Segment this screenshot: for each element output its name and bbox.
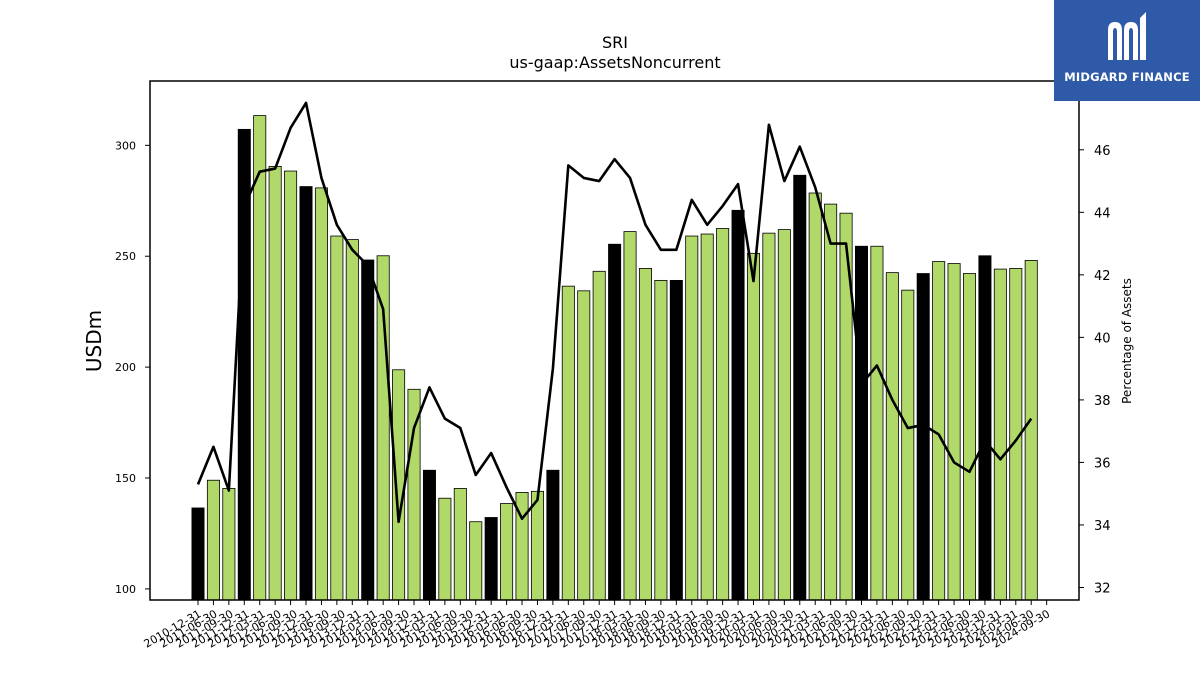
bar-2021-09-30 [854,245,868,601]
bar-2015-06-30 [469,521,483,601]
bar-2015-09-30 [484,517,498,601]
chart-subtitle: us-gaap:AssetsNoncurrent [509,53,720,72]
bar-2019-06-30 [716,228,730,601]
bar-2023-03-31 [947,263,961,601]
bar-2020-09-30 [793,174,807,601]
bar-2023-12-31 [993,268,1007,601]
bar-2017-12-31 [623,231,637,601]
bar-2014-09-30 [422,469,436,601]
bars-layer [191,115,1038,601]
bar-2019-12-31 [746,252,760,601]
bar-2011-06-30 [222,488,236,601]
bar-2011-09-30 [237,128,251,601]
brand-logo: MIDGARD FINANCE [1054,0,1200,101]
bar-2012-06-30 [284,170,298,601]
y-right-tick-label-42: 42 [1094,269,1111,284]
bar-2017-03-31 [577,290,591,601]
y-right-tick-label-44: 44 [1094,206,1111,221]
bar-2018-03-31 [638,268,652,601]
y-tick-label-100: 100 [115,583,136,596]
line-layer [196,101,1033,524]
y-tick-label-150: 150 [115,472,136,485]
y-axis-right: 32 34 36 38 40 42 44 46 [1079,144,1111,596]
bar-2020-06-30 [777,229,791,601]
y-right-tick-label-32: 32 [1094,581,1111,596]
y-right-tick-label-36: 36 [1094,456,1111,471]
percentage-line [196,101,1033,524]
bar-2021-12-31 [870,245,884,601]
bar-2022-06-30 [901,289,915,601]
bar-2016-12-31 [561,285,575,601]
bar-2016-09-30 [546,469,560,601]
y-tick-label-250: 250 [115,250,136,263]
bar-2012-12-31 [314,187,328,601]
bar-2019-03-31 [700,233,714,601]
y-tick-label-200: 200 [115,361,136,374]
bar-2013-06-30 [345,239,359,601]
bar-2011-12-31 [253,115,267,601]
y-axis-label: USDm [82,310,106,372]
bar-2014-06-30 [407,388,421,601]
bar-2020-12-31 [808,192,822,601]
y-tick-label-300: 300 [115,139,136,152]
y-right-tick-label-34: 34 [1094,519,1111,534]
bar-2022-09-30 [916,273,930,601]
bar-2015-12-31 [500,503,514,601]
bar-2013-09-30 [361,259,375,601]
bar-2019-09-30 [731,209,745,601]
bar-2011-03-31 [206,479,220,601]
y-right-tick-label-46: 46 [1094,144,1111,159]
logo-mark-icon [1108,12,1146,60]
bar-2018-12-31 [685,235,699,601]
bar-2023-06-30 [963,273,977,601]
bar-2024-06-30 [1024,260,1038,601]
bar-2021-03-31 [824,203,838,601]
bar-2018-09-30 [669,279,683,601]
bar-2010-12-31 [191,507,205,601]
bar-2018-06-30 [654,279,668,601]
bar-2012-03-31 [268,165,282,601]
y-right-tick-label-38: 38 [1094,394,1111,409]
bar-2014-12-31 [438,497,452,601]
bar-2013-03-31 [330,235,344,601]
y-axis-left: 100 150 200 250 300 [115,139,150,596]
bar-2022-03-31 [885,272,899,601]
bar-2014-03-31 [392,369,406,601]
bar-2012-09-30 [299,186,313,601]
bar-2017-06-30 [592,270,606,601]
bar-2017-09-30 [608,243,622,601]
x-axis: 2010-12-312011-06-302011-09-302011-12-31… [142,600,1052,651]
y-right-tick-label-40: 40 [1094,331,1111,346]
y-axis-label-right: Percentage of Assets [1120,278,1134,404]
logo-text: MIDGARD FINANCE [1064,70,1190,84]
bar-2015-03-31 [453,488,467,601]
bar-2023-09-30 [978,255,992,601]
bar-2020-03-31 [762,232,776,601]
chart-title: SRI [602,33,628,52]
bar-2016-06-30 [530,490,544,601]
